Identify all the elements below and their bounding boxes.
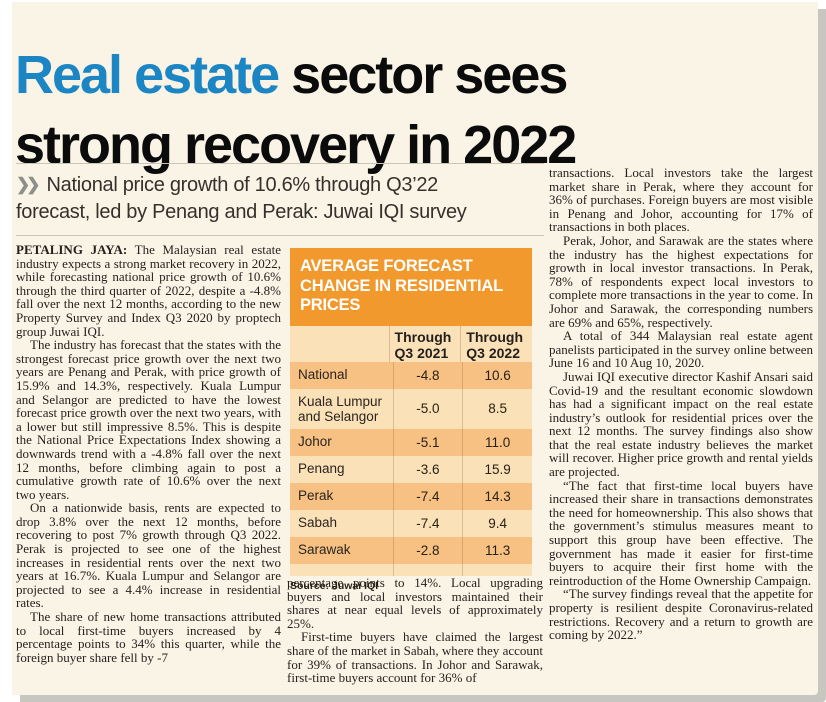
row-label: Kuala Lumpur and Selangor: [298, 393, 383, 424]
table-footer-strip: [290, 563, 532, 576]
paragraph: On a nationwide basis, rents are expecte…: [16, 500, 281, 611]
table-row: Sabah -7.4 9.4: [290, 509, 532, 537]
table-header-q3-2022: Through Q3 2022: [460, 325, 532, 362]
table-row: Sarawak -2.8 11.3: [290, 536, 532, 564]
row-label: National: [298, 366, 348, 382]
chevron-double-right-icon: ❯❯: [16, 175, 40, 194]
paragraph: “The survey findings reveal that the app…: [549, 586, 813, 643]
row-value-2022: 11.0: [462, 428, 532, 456]
article-column-2: percentage points to 14%. Local upgradin…: [287, 576, 543, 685]
row-value-2021: -7.4: [392, 509, 463, 537]
row-value-2022: 9.4: [462, 509, 532, 537]
paragraph: PETALING JAYA: The Malaysian real estate…: [16, 243, 281, 338]
table-title: AVERAGE FORECAST CHANGE IN RESIDENTIAL P…: [290, 248, 532, 326]
paragraph: First-time buyers have claimed the large…: [287, 629, 543, 686]
paragraph: “The fact that first-time local buyers h…: [549, 477, 813, 588]
footer-cell: [462, 563, 532, 576]
headline-rest: sector sees: [278, 45, 568, 106]
row-value-2022: 15.9: [462, 455, 532, 483]
row-label: Sabah: [298, 514, 338, 530]
paragraph-text: The Malaysian real estate industry expec…: [16, 242, 282, 339]
row-value-2021: -2.8: [392, 536, 463, 564]
row-value-2022: 14.3: [462, 482, 532, 510]
headline-accent: Real estate: [15, 45, 280, 106]
paragraph: The industry has forecast that the state…: [16, 337, 281, 502]
table-row: Perak -7.4 14.3: [290, 482, 532, 510]
row-label: Johor: [298, 433, 332, 449]
table-row: Penang -3.6 15.9: [290, 455, 532, 483]
paragraph: percentage points to 14%. Local upgradin…: [287, 575, 543, 631]
headline-line2: strong recovery in 2022: [15, 115, 577, 176]
standfirst-line2: forecast, led by Penang and Perak: Juwai…: [16, 201, 467, 223]
table-row: Johor -5.1 11.0: [290, 428, 532, 456]
row-label: Perak: [298, 487, 334, 503]
row-value-2021: -5.0: [392, 388, 463, 429]
paragraph: Juwai IQI executive director Kashif Ansa…: [549, 368, 813, 480]
forecast-table: AVERAGE FORECAST CHANGE IN RESIDENTIAL P…: [290, 248, 532, 592]
headline: Real estate sector sees strong recovery …: [15, 40, 795, 180]
standfirst-line1: National price growth of 10.6% through Q…: [46, 174, 439, 196]
row-label: Sarawak: [298, 541, 351, 557]
dateline: PETALING JAYA:: [16, 242, 128, 257]
table-header-q3-2021: Through Q3 2021: [388, 325, 461, 362]
article-column-1: PETALING JAYA: The Malaysian real estate…: [16, 243, 281, 664]
paragraph: transactions. Local investors take the l…: [549, 165, 813, 235]
table-header-row: Through Q3 2021 Through Q3 2022: [290, 325, 532, 362]
row-label: Penang: [298, 460, 345, 476]
article-column-3: transactions. Local investors take the l…: [549, 166, 813, 642]
row-value-2021: -3.6: [392, 455, 463, 483]
row-value-2021: -4.8: [392, 361, 463, 389]
paragraph: Perak, Johor, and Sarawak are the states…: [549, 232, 813, 330]
paragraph: The share of new home transactions attri…: [16, 609, 281, 665]
row-value-2022: 8.5: [462, 388, 532, 429]
table-row: Kuala Lumpur and Selangor -5.0 8.5: [290, 388, 532, 429]
table-source: Source: Juwai IQI: [290, 579, 379, 592]
row-value-2022: 10.6: [462, 361, 532, 389]
row-value-2022: 11.3: [462, 536, 532, 564]
row-value-2021: -7.4: [392, 482, 463, 510]
row-value-2021: -5.1: [392, 428, 463, 456]
paragraph: A total of 344 Malaysian real estate age…: [549, 328, 813, 371]
footer-cell: [392, 563, 463, 576]
table-row: National -4.8 10.6: [290, 361, 532, 389]
standfirst: ❯❯ National price growth of 10.6% through…: [16, 163, 544, 236]
table-header-empty: [290, 326, 389, 353]
